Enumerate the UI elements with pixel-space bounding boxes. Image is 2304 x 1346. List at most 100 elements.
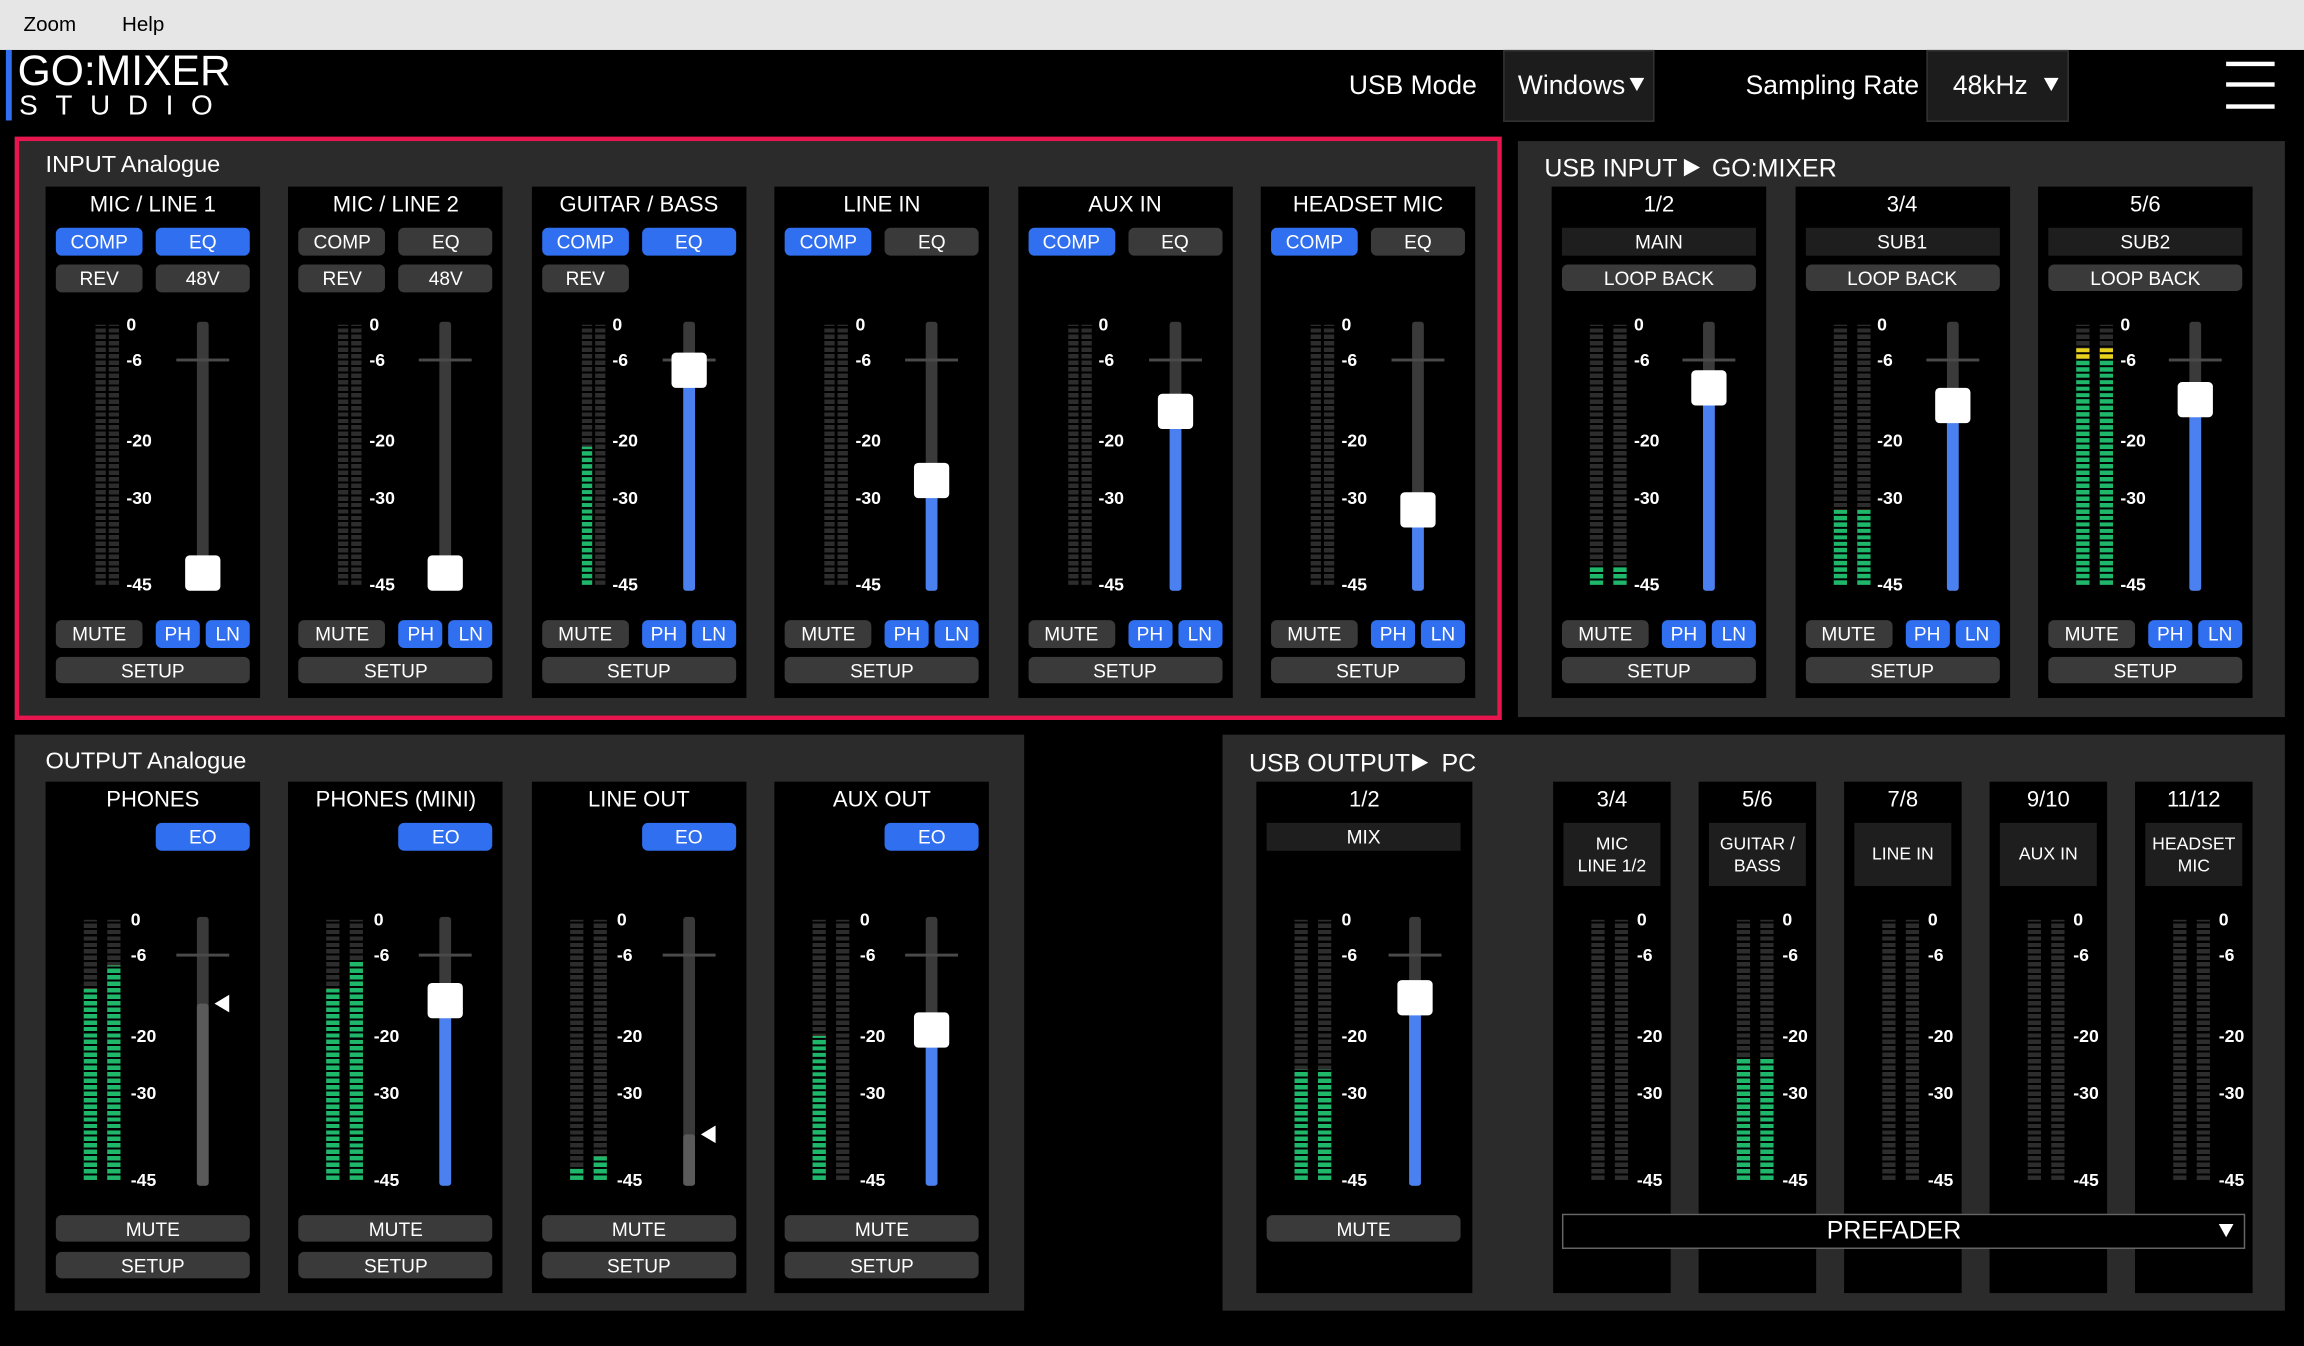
button[interactable]: MUTE xyxy=(784,620,872,649)
button[interactable]: EO xyxy=(641,822,736,851)
meter-track xyxy=(824,324,835,585)
fader-arrow[interactable] xyxy=(700,1124,716,1143)
button[interactable]: EO xyxy=(155,822,250,851)
button[interactable]: COMP xyxy=(298,227,386,256)
button[interactable]: PH xyxy=(1127,620,1172,649)
button[interactable]: PH xyxy=(398,620,443,649)
button[interactable]: MUTE xyxy=(298,620,386,649)
button[interactable]: EQ xyxy=(398,227,493,256)
button[interactable]: MUTE xyxy=(55,1215,250,1242)
button[interactable]: EQ xyxy=(641,227,736,256)
prefader-dropdown[interactable] xyxy=(1561,1213,2246,1249)
button[interactable]: EQ xyxy=(884,227,979,256)
button[interactable]: MUTE xyxy=(541,1215,736,1242)
meter-scale-label: 0 xyxy=(2218,909,2229,931)
button[interactable]: EQ xyxy=(155,227,250,256)
button[interactable]: MUTE xyxy=(298,1215,493,1242)
button[interactable]: SETUP xyxy=(2048,656,2243,684)
button[interactable]: PH xyxy=(2148,620,2193,649)
button[interactable]: REV xyxy=(541,264,629,293)
menu-item[interactable]: Help xyxy=(121,11,165,36)
panel-title: USB INPUT xyxy=(1544,154,1678,183)
meter-scale-label: -6 xyxy=(369,349,386,370)
fader-handle[interactable] xyxy=(185,555,221,591)
button[interactable]: SETUP xyxy=(784,1251,979,1279)
fader-handle[interactable] xyxy=(1400,492,1436,528)
button[interactable]: MUTE xyxy=(1271,620,1358,649)
button[interactable]: LN xyxy=(1420,620,1465,649)
button[interactable]: PH xyxy=(1905,620,1950,649)
button[interactable]: SETUP xyxy=(1805,656,2000,684)
button[interactable]: LN xyxy=(1955,620,2000,649)
fader-handle[interactable] xyxy=(1691,370,1727,406)
button[interactable]: MUTE xyxy=(1805,620,1892,649)
button[interactable]: LN xyxy=(934,620,979,649)
button[interactable]: SETUP xyxy=(1271,656,1465,684)
button[interactable]: MUTE xyxy=(541,620,629,649)
button[interactable]: PH xyxy=(884,620,929,649)
fader-handle[interactable] xyxy=(428,555,464,591)
button[interactable]: SETUP xyxy=(541,656,736,684)
button[interactable]: 48V xyxy=(155,264,250,293)
button[interactable]: MUTE xyxy=(1561,620,1649,649)
button[interactable]: COMP xyxy=(1271,227,1358,256)
button[interactable]: LN xyxy=(448,620,493,649)
button[interactable]: SETUP xyxy=(784,656,979,684)
button[interactable]: EO xyxy=(884,822,979,851)
button[interactable]: SETUP xyxy=(298,1251,493,1279)
button[interactable]: SETUP xyxy=(1561,656,1756,684)
button[interactable]: LOOP BACK xyxy=(2048,264,2243,291)
button[interactable]: REV xyxy=(55,264,143,293)
button[interactable]: MUTE xyxy=(1027,620,1115,649)
button[interactable]: MUTE xyxy=(2048,620,2136,649)
channel-strip: 5/6 SUB2 LOOP BACK 0 -6 -20 -30 -45 MUTE PH LN SETU… xyxy=(2038,186,2253,698)
button[interactable]: PH xyxy=(1370,620,1416,649)
button[interactable]: LOOP BACK xyxy=(1805,264,2000,291)
button[interactable]: 48V xyxy=(398,264,493,293)
button[interactable]: EQ xyxy=(1370,227,1465,256)
button[interactable]: SETUP xyxy=(541,1251,736,1279)
fader-handle[interactable] xyxy=(914,463,950,499)
button[interactable]: SETUP xyxy=(298,656,493,684)
source-line: LINE 1/2 xyxy=(1577,854,1647,876)
channel-strip: AUX IN COMP EQ 0 -6 -20 -30 -45 MUTE PH LN SETUP xyxy=(1017,186,1233,698)
button[interactable]: COMP xyxy=(784,227,872,256)
button[interactable]: MUTE xyxy=(1266,1215,1461,1242)
fader-arrow[interactable] xyxy=(214,994,230,1013)
meter-scale-label: -6 xyxy=(1782,944,1799,965)
menu-button[interactable] xyxy=(2226,61,2275,109)
button[interactable]: SETUP xyxy=(1027,656,1222,684)
button[interactable]: PH xyxy=(1661,620,1706,649)
button[interactable]: MUTE xyxy=(55,620,143,649)
fader-handle[interactable] xyxy=(428,983,464,1019)
button[interactable]: COMP xyxy=(541,227,629,256)
button[interactable]: SETUP xyxy=(55,1251,250,1279)
button[interactable]: LN xyxy=(2198,620,2243,649)
button[interactable]: LN xyxy=(691,620,736,649)
fader-handle[interactable] xyxy=(2177,382,2213,418)
fader-handle[interactable] xyxy=(1397,980,1433,1016)
meter-scale-label: -45 xyxy=(2120,574,2146,596)
button[interactable]: PH xyxy=(641,620,686,649)
menu-item[interactable]: Zoom xyxy=(23,11,77,36)
usb-mode-dropdown[interactable] xyxy=(1503,49,1655,122)
meter-track xyxy=(2027,919,2041,1180)
button[interactable]: SETUP xyxy=(55,656,250,684)
fader-handle[interactable] xyxy=(1934,388,1970,424)
meter-scale-label: 0 xyxy=(1341,314,1352,336)
fader-handle[interactable] xyxy=(671,353,707,389)
button[interactable]: REV xyxy=(298,264,386,293)
fader-handle[interactable] xyxy=(914,1011,950,1048)
button[interactable]: COMP xyxy=(1027,227,1115,256)
meter-scale-label: -20 xyxy=(2218,1025,2245,1046)
button[interactable]: COMP xyxy=(55,227,143,256)
fader-handle[interactable] xyxy=(1157,393,1193,430)
button[interactable]: LN xyxy=(205,620,250,649)
button[interactable]: PH xyxy=(155,620,200,649)
button[interactable]: EO xyxy=(398,822,493,851)
button[interactable]: LOOP BACK xyxy=(1561,264,1756,291)
button[interactable]: LN xyxy=(1711,620,1756,649)
button[interactable]: EQ xyxy=(1127,227,1222,256)
button[interactable]: MUTE xyxy=(784,1215,979,1242)
button[interactable]: LN xyxy=(1177,620,1222,649)
